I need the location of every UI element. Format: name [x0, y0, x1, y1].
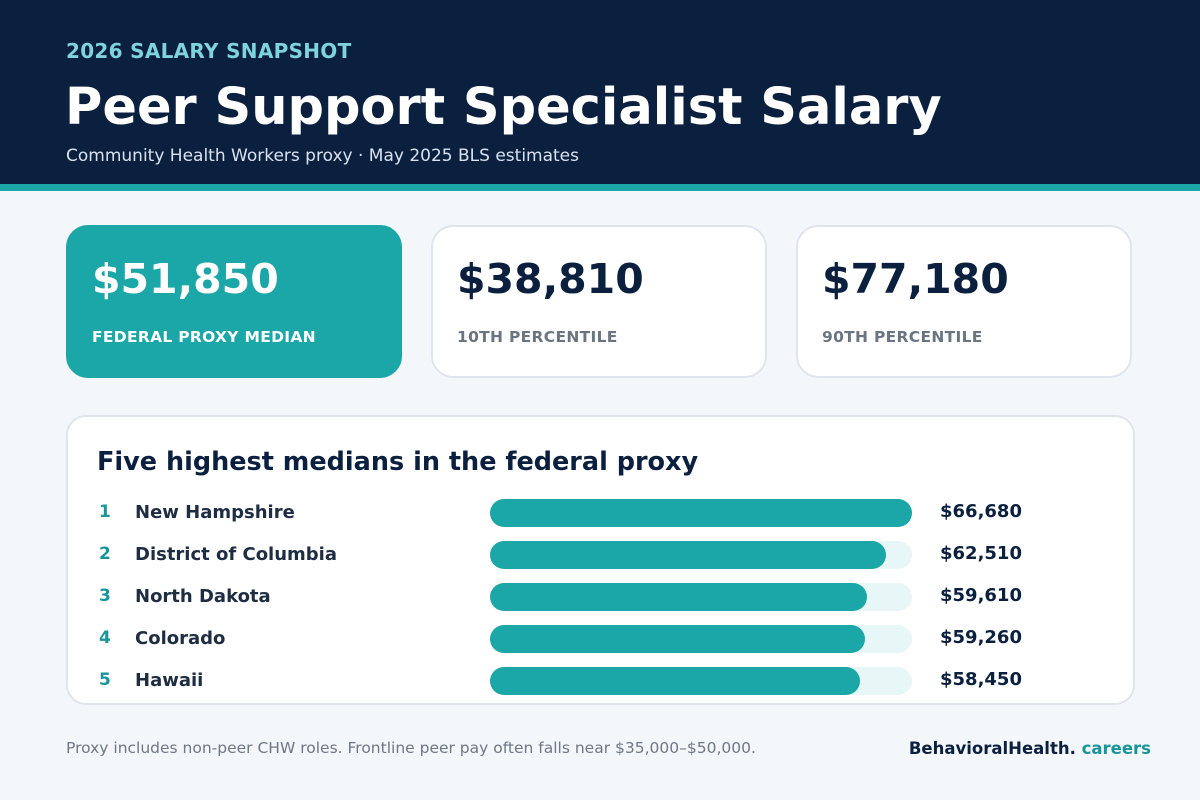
stat-card-median: $51,850 FEDERAL PROXY MEDIAN — [66, 225, 402, 378]
brand-name: BehavioralHealth. — [908, 739, 1076, 758]
eyebrow-label: 2026 SALARY SNAPSHOT — [66, 39, 352, 63]
brand-suffix: careers — [1075, 739, 1151, 758]
rank-number: 2 — [99, 544, 111, 564]
bar-fill — [490, 625, 865, 653]
median-value: $59,260 — [940, 627, 1022, 648]
median-value: $62,510 — [940, 543, 1022, 564]
bar-fill — [490, 541, 886, 569]
rank-number: 5 — [99, 670, 111, 690]
stat-label: 90TH PERCENTILE — [822, 328, 983, 346]
bar-track — [490, 583, 912, 611]
footnote: Proxy includes non-peer CHW roles. Front… — [66, 739, 756, 757]
bar-fill — [490, 499, 912, 527]
state-name: Colorado — [135, 628, 226, 649]
rank-row: 4 Colorado $59,260 — [68, 625, 1137, 655]
rank-number: 4 — [99, 628, 111, 648]
rank-row: 5 Hawaii $58,450 — [68, 667, 1137, 697]
top-states-panel: Five highest medians in the federal prox… — [66, 415, 1135, 705]
median-value: $59,610 — [940, 585, 1022, 606]
stat-value: $51,850 — [92, 255, 279, 303]
stat-label: 10TH PERCENTILE — [457, 328, 618, 346]
bar-fill — [490, 667, 860, 695]
state-name: North Dakota — [135, 586, 271, 607]
state-name: District of Columbia — [135, 544, 337, 565]
stat-value: $77,180 — [822, 255, 1009, 303]
rank-row: 2 District of Columbia $62,510 — [68, 541, 1137, 571]
page-subtitle: Community Health Workers proxy · May 202… — [66, 146, 579, 166]
panel-title: Five highest medians in the federal prox… — [97, 447, 699, 477]
rank-row: 1 New Hampshire $66,680 — [68, 499, 1137, 529]
state-name: Hawaii — [135, 670, 204, 691]
state-name: New Hampshire — [135, 502, 295, 523]
rank-row: 3 North Dakota $59,610 — [68, 583, 1137, 613]
rank-number: 3 — [99, 586, 111, 606]
stat-card-90th-percentile: $77,180 90TH PERCENTILE — [796, 225, 1132, 378]
brand-logo[interactable]: BehavioralHealth. careers — [909, 739, 1151, 758]
stat-value: $38,810 — [457, 255, 644, 303]
stat-label: FEDERAL PROXY MEDIAN — [92, 328, 316, 346]
bar-fill — [490, 583, 867, 611]
header-accent-stripe — [0, 184, 1200, 191]
median-value: $66,680 — [940, 501, 1022, 522]
rank-number: 1 — [99, 502, 111, 522]
header-banner: 2026 SALARY SNAPSHOT Peer Support Specia… — [0, 0, 1200, 184]
page-title: Peer Support Specialist Salary — [65, 78, 942, 137]
median-value: $58,450 — [940, 669, 1022, 690]
bar-track — [490, 499, 912, 527]
bar-track — [490, 625, 912, 653]
bar-track — [490, 541, 912, 569]
stat-card-10th-percentile: $38,810 10TH PERCENTILE — [431, 225, 767, 378]
bar-track — [490, 667, 912, 695]
